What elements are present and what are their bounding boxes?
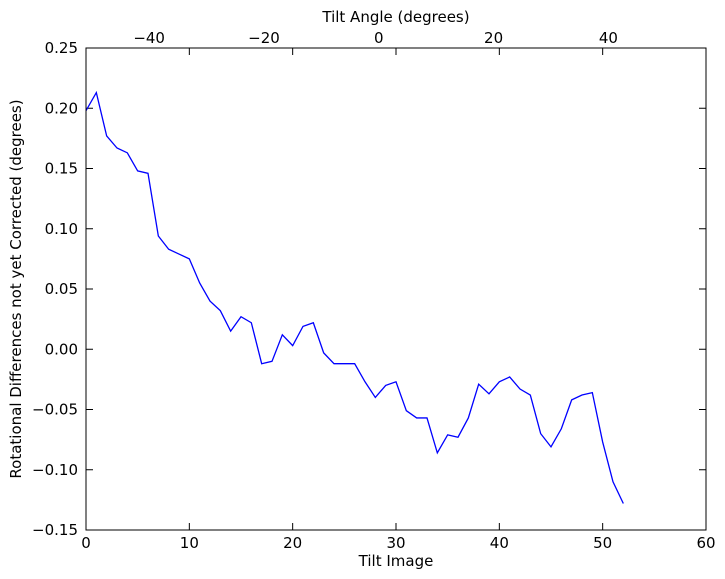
x-tick-label: 20	[283, 534, 302, 552]
top-x-tick-label: −40	[133, 29, 165, 47]
top-x-axis-ticks: −40 −20 0 20 40	[133, 29, 618, 47]
plot-frame	[85, 47, 707, 531]
x-tick-label: 30	[386, 534, 405, 552]
plot-background	[86, 48, 706, 530]
left-y-axis-ticks: 0.25 0.20 0.15 0.10 0.05 0.00 −0.05 −0.10 −0.15	[32, 39, 706, 539]
top-x-tick-label: 20	[484, 29, 503, 47]
y-tick-label: 0.00	[45, 340, 78, 358]
y-tick-label: 0.05	[45, 280, 78, 298]
top-x-tick-label: 40	[599, 29, 618, 47]
x-tick-label: 10	[180, 534, 199, 552]
x-axis-title: Tilt Image	[358, 552, 434, 570]
y-tick-label: 0.10	[45, 220, 78, 238]
top-x-axis-title: Tilt Angle (degrees)	[321, 8, 469, 26]
y-tick-label: −0.05	[32, 401, 78, 419]
y-axis-title: Rotational Differences not yet Corrected…	[7, 99, 25, 478]
x-tick-label: 40	[490, 534, 509, 552]
y-tick-label: 0.25	[45, 39, 78, 57]
bottom-x-axis-ticks: 0 10 20 30 40 50 60	[81, 48, 716, 552]
y-tick-label: −0.15	[32, 521, 78, 539]
x-tick-label: 60	[696, 534, 715, 552]
top-x-tick-label: 0	[374, 29, 384, 47]
y-tick-label: −0.10	[32, 461, 78, 479]
x-tick-label: 0	[81, 534, 91, 552]
y-tick-label: 0.15	[45, 160, 78, 178]
top-x-tick-label: −20	[248, 29, 280, 47]
y-tick-label: 0.20	[45, 99, 78, 117]
series-line	[85, 90, 624, 504]
x-tick-label: 50	[593, 534, 612, 552]
